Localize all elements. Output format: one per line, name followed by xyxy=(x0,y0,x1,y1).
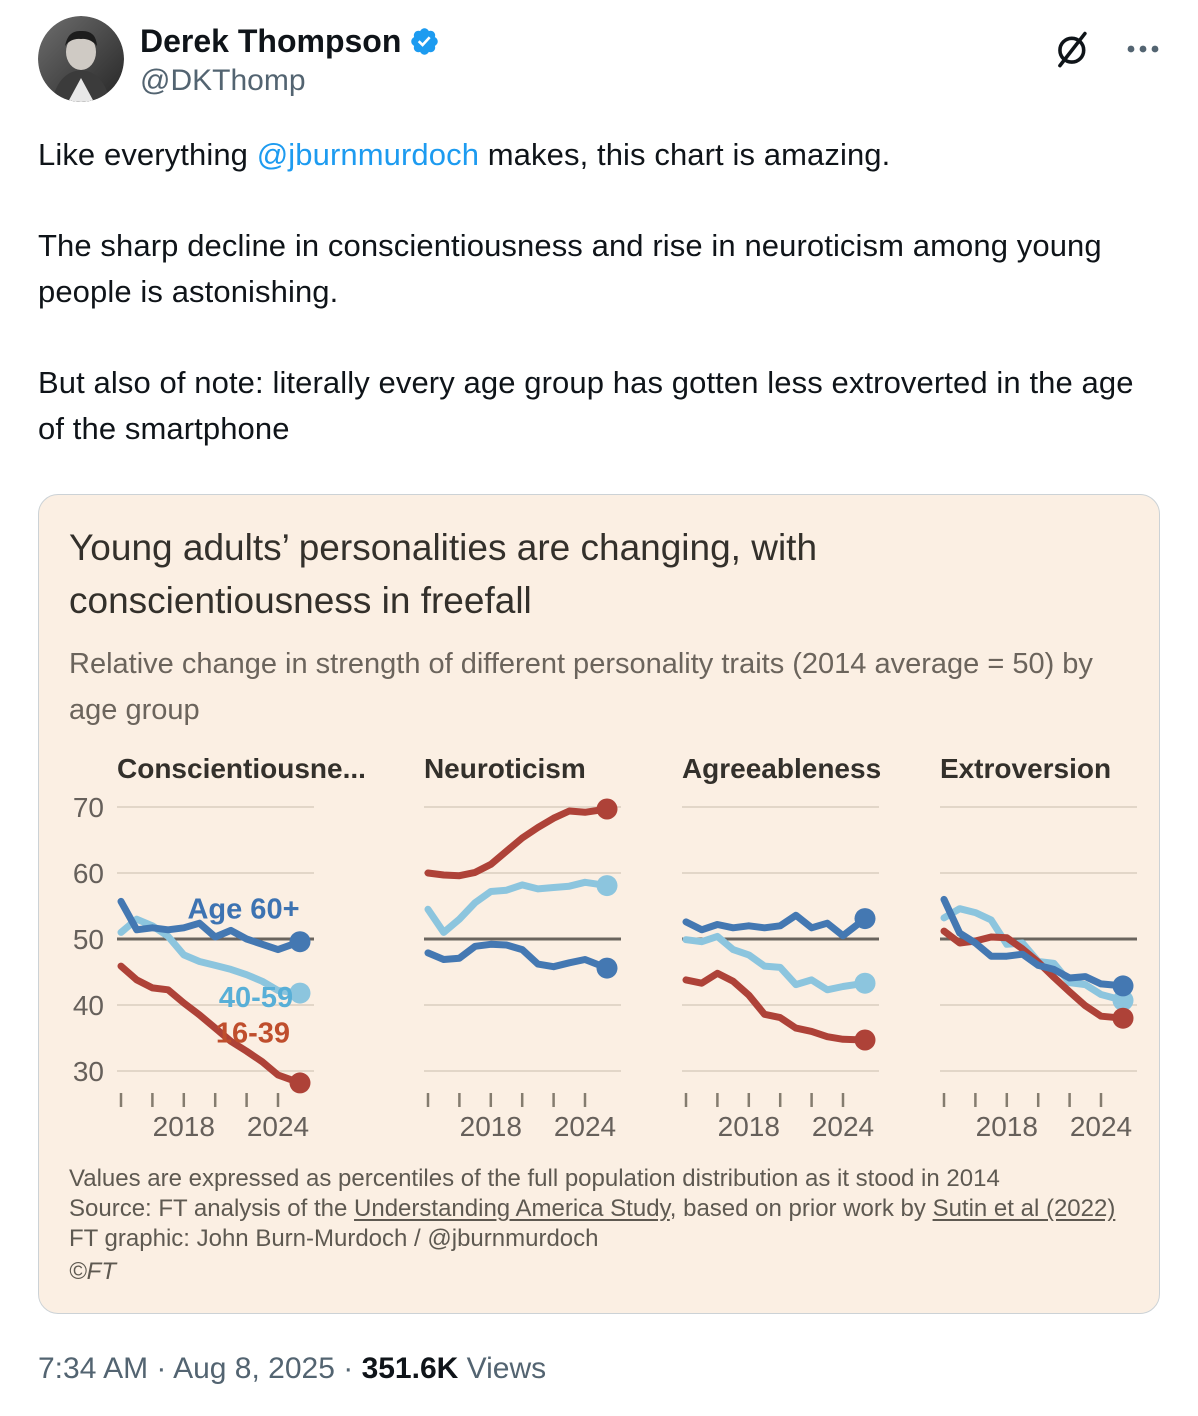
tweet-text-span: makes, this chart is amazing. xyxy=(479,137,891,172)
header-actions xyxy=(1054,16,1160,68)
timestamp: 7:34 AM · Aug 8, 2025 xyxy=(38,1352,335,1385)
author-names: Derek Thompson @DKThomp xyxy=(140,16,440,97)
chart-panel-conscientiousness: Conscientiousne... 70 60 50 40 30 2018 2024 Age… xyxy=(69,753,366,1142)
svg-text:2018: 2018 xyxy=(718,1111,780,1142)
chart-credit: FT graphic: John Burn-Murdoch / @jburnmu… xyxy=(69,1225,599,1252)
user-handle[interactable]: @DKThomp xyxy=(140,64,306,97)
tweet-paragraph: But also of note: literally every age gr… xyxy=(38,365,1134,446)
panel-plot-agreeableness: 2018 2024 xyxy=(681,806,879,1142)
svg-text:2018: 2018 xyxy=(976,1111,1038,1142)
views-label: Views xyxy=(458,1352,547,1385)
svg-text:2018: 2018 xyxy=(153,1111,215,1142)
chart-note: Values are expressed as percentiles of t… xyxy=(69,1165,1000,1192)
panel-title: Neuroticism xyxy=(423,753,586,784)
chart-notes: Values are expressed as percentiles of t… xyxy=(69,1164,1129,1287)
source-link-understanding-america-study: Understanding America Study xyxy=(354,1195,670,1222)
tweet-paragraph: The sharp decline in conscientiousness a… xyxy=(38,228,1102,309)
tweet-paragraph: Like everything @jburnmurdoch makes, thi… xyxy=(38,132,1160,178)
svg-text:40: 40 xyxy=(73,990,104,1021)
svg-text:Age 60+: Age 60+ xyxy=(187,894,299,926)
source-text: , based on prior work by xyxy=(669,1195,933,1222)
source-link-sutin-et-al: Sutin et al (2022) xyxy=(932,1195,1116,1222)
chart-source: Source: FT analysis of the Understanding… xyxy=(69,1194,1129,1224)
avatar[interactable] xyxy=(38,16,124,102)
chart-panel-extroversion: Extroversion 2018 2024 xyxy=(939,753,1140,1142)
chart-panel-agreeableness: Agreeableness 2018 2024 xyxy=(681,753,882,1142)
chart-copyright: ©FT xyxy=(69,1258,117,1285)
tweet-text-span: Like everything xyxy=(38,137,257,172)
display-name[interactable]: Derek Thompson xyxy=(140,23,402,59)
svg-text:70: 70 xyxy=(73,792,104,823)
views-count: 351.6K xyxy=(361,1352,459,1385)
panel-plot-extroversion: 2018 2024 xyxy=(939,806,1137,1142)
chart-panels: Conscientiousne... 70 60 50 40 30 2018 2024 Age… xyxy=(69,753,1137,1142)
chart-title: Young adults’ personalities are changing… xyxy=(69,527,818,621)
svg-text:30: 30 xyxy=(73,1056,104,1087)
avatar-photo-placeholder xyxy=(38,16,124,102)
chart-subtitle: Relative change in strength of different… xyxy=(69,648,1093,726)
grok-icon[interactable] xyxy=(1054,30,1092,68)
svg-text:2018: 2018 xyxy=(460,1111,522,1142)
svg-text:60: 60 xyxy=(73,858,104,889)
svg-text:2024: 2024 xyxy=(812,1111,874,1142)
timestamp-row: 7:34 AM · Aug 8, 2025 · 351.6K Views xyxy=(38,1352,1160,1386)
more-options-icon[interactable] xyxy=(1126,44,1160,54)
svg-text:2024: 2024 xyxy=(1070,1111,1132,1142)
tweet-header: Derek Thompson @DKThomp xyxy=(38,16,1160,102)
mention-link[interactable]: @jburnmurdoch xyxy=(256,137,480,172)
svg-text:50: 50 xyxy=(73,924,104,955)
chart-card[interactable]: Young adults’ personalities are changing… xyxy=(38,494,1160,1314)
panel-title: Extroversion xyxy=(939,753,1112,784)
tweet-text: Like everything @jburnmurdoch makes, thi… xyxy=(38,132,1160,452)
panel-title: Conscientiousne... xyxy=(117,753,366,784)
verified-badge-icon xyxy=(411,27,439,55)
panel-title: Agreeableness xyxy=(681,753,882,784)
panel-plot-neuroticism: 2018 2024 xyxy=(423,798,621,1142)
panel-plot-conscientiousness: 70 60 50 40 30 2018 2024 Age 60+ 40-59 16-39 xyxy=(73,792,314,1142)
chart-panel-neuroticism: Neuroticism 2018 2024 xyxy=(423,753,624,1142)
svg-text:16-39: 16-39 xyxy=(216,1018,290,1050)
separator-dot: · xyxy=(334,1352,362,1385)
source-text: Source: FT analysis of the xyxy=(69,1195,355,1222)
svg-text:40-59: 40-59 xyxy=(219,982,293,1014)
svg-text:2024: 2024 xyxy=(554,1111,616,1142)
svg-text:2024: 2024 xyxy=(247,1111,309,1142)
